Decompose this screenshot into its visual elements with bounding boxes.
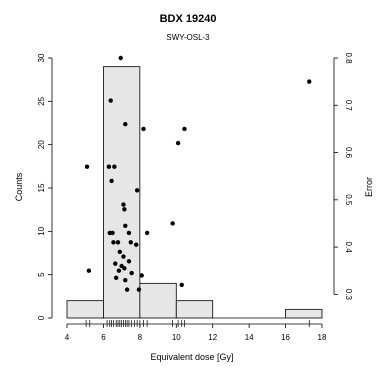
x-tick-label: 14: [245, 333, 254, 342]
histogram-bars: [66, 66, 323, 319]
error-point: [307, 79, 312, 84]
x-axis-label: Equivalent dose [Gy]: [150, 352, 233, 362]
error-point: [170, 221, 175, 226]
error-point: [112, 164, 117, 169]
error-point: [123, 223, 128, 229]
error-point: [134, 242, 139, 247]
error-point: [117, 249, 123, 255]
error-point: [124, 287, 130, 292]
error-point: [123, 277, 128, 283]
y-left-tick-label: 5: [37, 272, 46, 277]
error-point: [109, 178, 114, 184]
rug-ticks: [85, 320, 310, 327]
y-right-tick-label: 0.8: [344, 52, 353, 64]
x-tick-label: 8: [138, 333, 143, 342]
y-right-tick-label: 0.7: [344, 100, 353, 112]
y-left-tick-label: 30: [37, 53, 46, 62]
error-point: [113, 261, 118, 266]
y-left-tick-label: 25: [37, 96, 46, 105]
error-point: [84, 164, 90, 169]
error-point: [136, 287, 142, 292]
error-point: [134, 188, 140, 193]
y-left-tick-label: 10: [37, 226, 46, 235]
error-point: [121, 254, 126, 259]
error-point: [106, 164, 112, 169]
histogram-bar: [285, 308, 323, 319]
histogram-bar: [175, 300, 214, 319]
error-point: [141, 126, 146, 132]
error-points: [84, 55, 312, 292]
error-point: [108, 98, 113, 103]
y-left-tick-label: 20: [37, 140, 46, 149]
y-axis-right-label: Error: [364, 177, 374, 197]
x-tick-label: 6: [101, 333, 106, 342]
x-tick-label: 12: [208, 333, 217, 342]
error-point: [121, 202, 126, 207]
error-point: [175, 140, 181, 146]
error-point: [126, 230, 132, 236]
error-point: [128, 240, 133, 245]
histogram-bar: [66, 300, 104, 319]
x-tick-label: 10: [172, 333, 181, 342]
error-point: [126, 259, 132, 264]
y-left-tick-label: 15: [37, 183, 46, 192]
error-point: [122, 266, 127, 271]
y-left-tick-label: 0: [37, 315, 46, 320]
error-point: [118, 55, 123, 61]
y-right-tick-label: 0.4: [344, 242, 353, 254]
error-point: [113, 275, 119, 281]
error-point: [182, 126, 187, 132]
y-right-tick-label: 0.5: [344, 194, 353, 206]
error-point: [122, 207, 127, 212]
error-point: [115, 240, 121, 245]
axes: 4 6 8 10 12 14 16 18 0 5 10 15 20 25 30 0.3 0.4 0.5 0.6 0.7…: [37, 52, 353, 342]
error-point: [111, 240, 116, 245]
x-tick-label: 16: [281, 333, 290, 342]
chart-title: BDX 19240: [160, 13, 217, 25]
x-tick-label: 4: [65, 333, 70, 342]
error-point: [86, 268, 92, 273]
error-point: [179, 282, 184, 288]
histogram-bar: [139, 282, 177, 319]
chart-subtitle: SWY-OSL-3: [166, 33, 210, 42]
histogram-bar: [103, 66, 141, 319]
x-tick-label: 18: [318, 333, 327, 342]
error-point: [139, 273, 144, 278]
error-point: [110, 230, 115, 236]
error-point: [116, 268, 122, 273]
y-axis-left-label: Counts: [14, 172, 24, 201]
y-right-tick-label: 0.6: [344, 147, 353, 159]
y-right-tick-label: 0.3: [344, 289, 353, 301]
error-point: [129, 270, 134, 276]
error-point: [144, 230, 150, 236]
error-point: [123, 121, 128, 127]
